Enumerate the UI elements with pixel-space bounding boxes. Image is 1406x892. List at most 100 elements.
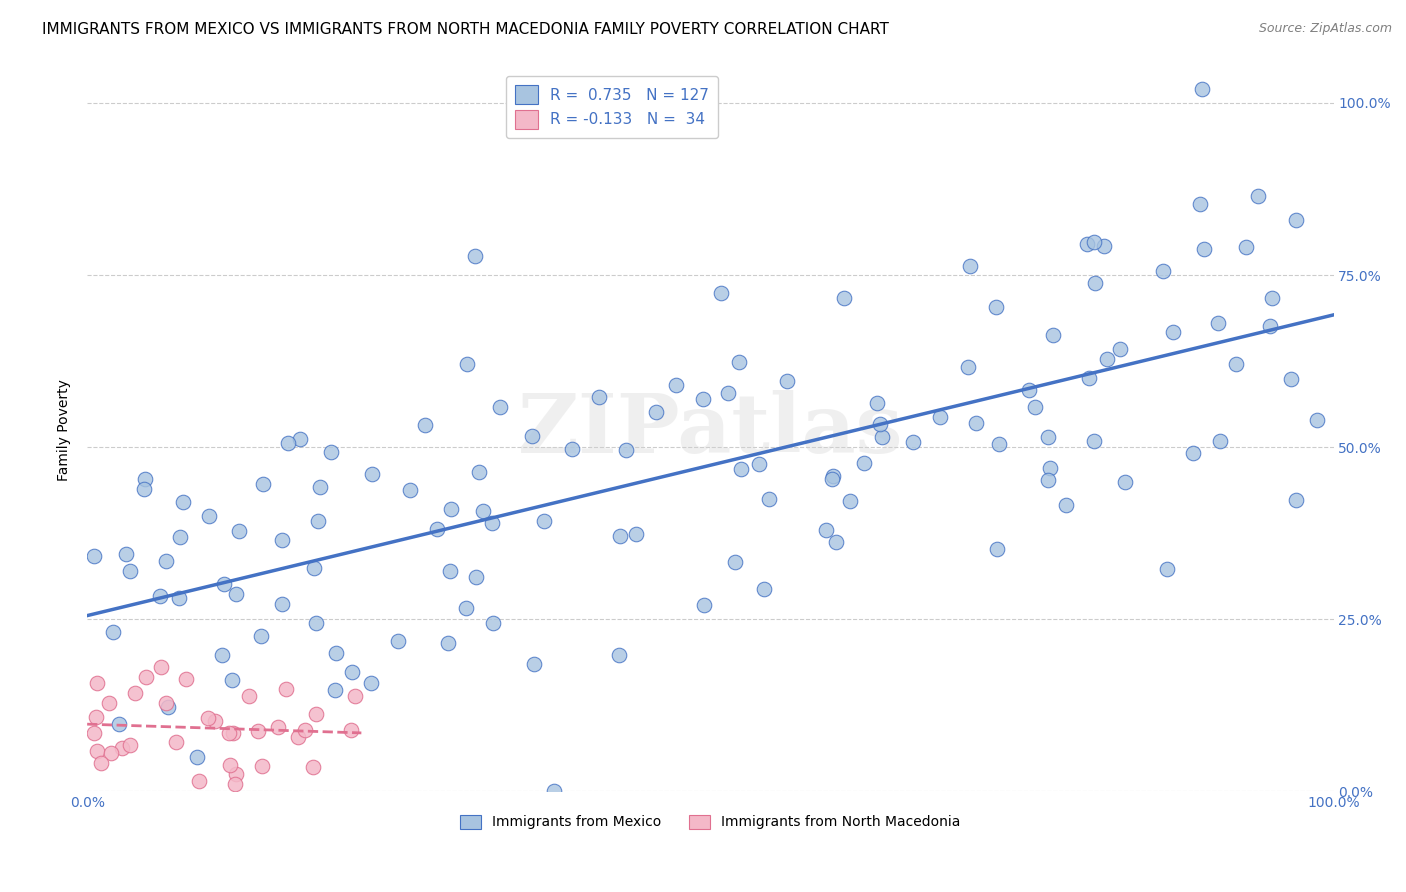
- Point: [825, 535, 848, 549]
- Point: [426, 522, 449, 536]
- Point: [169, 530, 191, 544]
- Point: [1181, 446, 1204, 460]
- Point: [288, 432, 311, 446]
- Point: [340, 723, 363, 738]
- Point: [225, 767, 247, 781]
- Point: [1038, 473, 1060, 487]
- Point: [174, 672, 197, 686]
- Point: [439, 564, 461, 578]
- Point: [440, 501, 463, 516]
- Point: [1258, 318, 1281, 333]
- Point: [1163, 325, 1185, 339]
- Point: [834, 291, 856, 305]
- Point: [614, 442, 637, 457]
- Point: [118, 564, 141, 578]
- Point: [134, 472, 156, 486]
- Point: [1042, 328, 1064, 343]
- Point: [343, 689, 366, 703]
- Point: [270, 533, 292, 548]
- Point: [1095, 351, 1118, 366]
- Point: [929, 410, 952, 425]
- Point: [270, 597, 292, 611]
- Point: [165, 734, 187, 748]
- Point: [965, 417, 987, 431]
- Point: [609, 648, 631, 663]
- Point: [219, 757, 242, 772]
- Point: [727, 355, 749, 369]
- Point: [308, 480, 330, 494]
- Point: [988, 437, 1011, 451]
- Point: [838, 493, 860, 508]
- Text: ZIPatlas: ZIPatlas: [517, 390, 903, 470]
- Point: [321, 444, 343, 458]
- Legend: Immigrants from Mexico, Immigrants from North Macedonia: Immigrants from Mexico, Immigrants from …: [454, 809, 966, 835]
- Point: [464, 570, 486, 584]
- Point: [225, 587, 247, 601]
- Point: [340, 665, 363, 679]
- Point: [693, 598, 716, 612]
- Point: [869, 417, 891, 431]
- Point: [1076, 237, 1098, 252]
- Point: [83, 726, 105, 740]
- Point: [986, 541, 1008, 556]
- Point: [624, 527, 647, 541]
- Point: [488, 400, 510, 414]
- Point: [481, 615, 503, 630]
- Point: [197, 711, 219, 725]
- Point: [865, 396, 887, 410]
- Point: [155, 696, 177, 710]
- Point: [870, 430, 893, 444]
- Point: [543, 784, 565, 798]
- Point: [520, 428, 543, 442]
- Point: [724, 555, 747, 569]
- Point: [692, 392, 714, 406]
- Point: [1285, 492, 1308, 507]
- Point: [118, 738, 141, 752]
- Point: [224, 777, 246, 791]
- Point: [188, 774, 211, 789]
- Point: [172, 495, 194, 509]
- Point: [84, 710, 107, 724]
- Point: [1191, 82, 1213, 96]
- Point: [752, 582, 775, 596]
- Point: [305, 615, 328, 630]
- Point: [748, 457, 770, 471]
- Point: [86, 675, 108, 690]
- Text: Source: ZipAtlas.com: Source: ZipAtlas.com: [1258, 22, 1392, 36]
- Point: [1209, 434, 1232, 448]
- Point: [561, 442, 583, 456]
- Point: [758, 492, 780, 507]
- Point: [169, 591, 191, 606]
- Point: [267, 720, 290, 734]
- Point: [456, 600, 478, 615]
- Point: [814, 524, 837, 538]
- Point: [730, 462, 752, 476]
- Point: [115, 547, 138, 561]
- Point: [415, 417, 437, 432]
- Point: [90, 756, 112, 770]
- Point: [1054, 498, 1077, 512]
- Point: [710, 285, 733, 300]
- Point: [1192, 242, 1215, 256]
- Point: [276, 681, 298, 696]
- Point: [222, 725, 245, 739]
- Point: [148, 589, 170, 603]
- Point: [588, 390, 610, 404]
- Point: [323, 683, 346, 698]
- Point: [238, 689, 260, 703]
- Point: [307, 514, 329, 528]
- Point: [523, 657, 546, 671]
- Point: [305, 706, 328, 721]
- Point: [100, 747, 122, 761]
- Point: [1084, 277, 1107, 291]
- Point: [609, 529, 631, 543]
- Point: [132, 482, 155, 496]
- Point: [1261, 291, 1284, 305]
- Point: [1225, 357, 1247, 371]
- Point: [250, 759, 273, 773]
- Point: [821, 473, 844, 487]
- Point: [823, 468, 845, 483]
- Y-axis label: Family Poverty: Family Poverty: [58, 379, 72, 481]
- Point: [398, 483, 420, 498]
- Point: [901, 434, 924, 449]
